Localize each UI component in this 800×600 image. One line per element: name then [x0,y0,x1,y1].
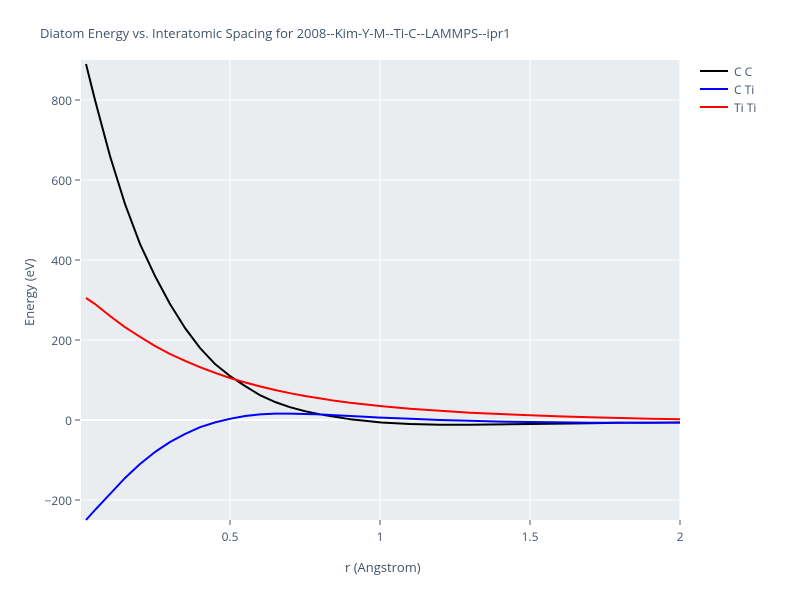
legend-item-ti-ti[interactable]: Ti Ti [700,98,756,116]
legend-swatch [700,88,728,90]
legend-item-c-c[interactable]: C C [700,62,756,80]
legend-swatch [700,106,728,108]
legend-item-c-ti[interactable]: C Ti [700,80,756,98]
x-tick-label: 2 [670,528,690,545]
y-tick-label: 0 [65,412,72,429]
legend-label: C Ti [734,81,754,98]
y-axis-label: Energy (eV) [20,259,38,326]
legend: C CC TiTi Ti [700,62,756,116]
legend-label: C C [734,63,752,80]
x-tick-label: 1 [370,528,390,545]
chart-svg [0,0,800,600]
y-tick-label: 600 [51,172,72,189]
y-tick-label: −200 [45,492,72,509]
legend-swatch [700,70,728,72]
y-tick-label: 200 [51,332,72,349]
chart-container: Diatom Energy vs. Interatomic Spacing fo… [0,0,800,600]
y-tick-label: 800 [51,92,72,109]
x-axis-label: r (Angstrom) [345,558,421,576]
legend-label: Ti Ti [734,99,756,116]
x-tick-label: 1.5 [520,528,540,545]
x-tick-label: 0.5 [220,528,240,545]
y-tick-label: 400 [51,252,72,269]
